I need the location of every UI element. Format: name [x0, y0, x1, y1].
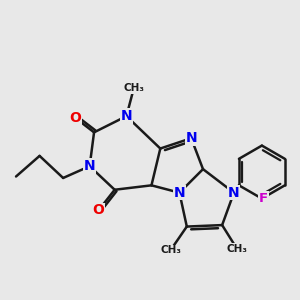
Text: N: N [185, 131, 197, 145]
Text: F: F [259, 192, 268, 205]
Text: N: N [84, 159, 95, 173]
Text: N: N [121, 109, 132, 123]
Text: O: O [69, 111, 81, 124]
Text: CH₃: CH₃ [123, 83, 144, 93]
Text: CH₃: CH₃ [160, 245, 181, 255]
Text: N: N [228, 186, 240, 200]
Text: CH₃: CH₃ [226, 244, 248, 254]
Text: O: O [92, 203, 104, 218]
Text: N: N [174, 186, 185, 200]
